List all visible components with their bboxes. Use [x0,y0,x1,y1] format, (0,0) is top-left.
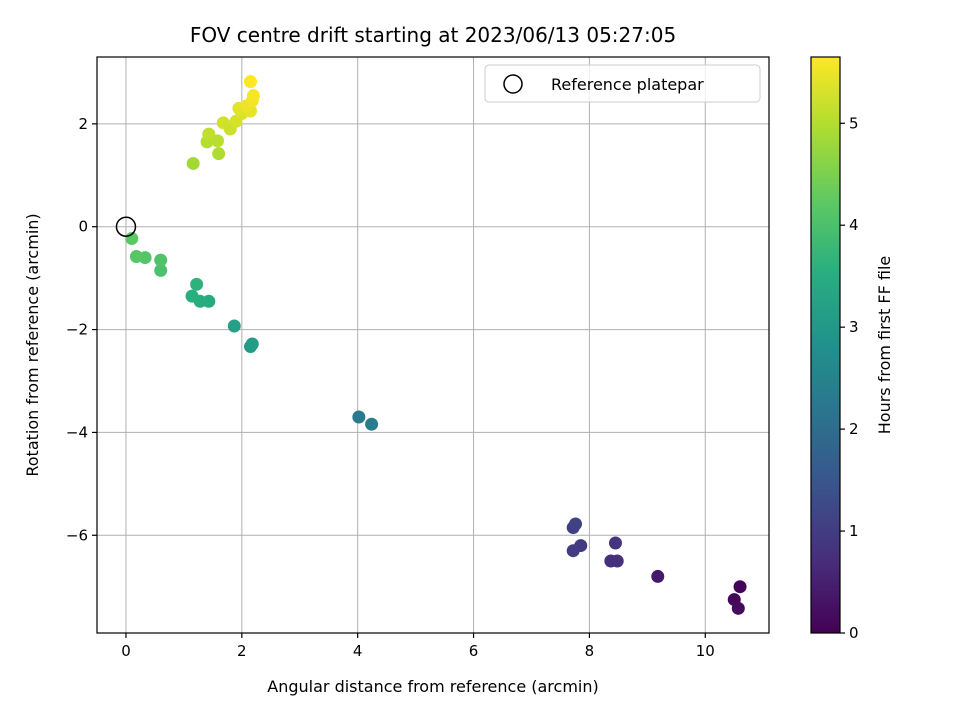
scatter-points [125,75,747,615]
legend-reference-marker [503,74,523,94]
y-tick-label: −6 [66,526,88,544]
scatter-point [244,75,258,89]
colorbar-tick-label: 4 [849,216,859,234]
x-tick-label: 10 [696,642,715,660]
scatter-point [186,156,200,170]
scatter-point [185,289,199,303]
scatter-point [202,127,216,141]
colorbar-tick-label: 1 [849,522,859,540]
reference-marker-layer [115,216,137,237]
colorbar-tick-label: 3 [849,318,859,336]
scatter-point [129,250,143,264]
scatter-point [731,601,745,615]
colorbar-frame [810,56,841,634]
scatter-point [608,536,622,550]
scatter-point [154,263,168,277]
scatter-point [227,319,241,333]
legend-box [484,64,761,103]
colorbar-gradient [811,57,840,633]
plot-area-frame [96,56,770,634]
x-tick-label: 0 [121,642,131,660]
y-tick-label: 2 [78,115,88,133]
x-axis-ticks: 0 2 4 6 8 10 [121,633,715,660]
y-tick-label: 0 [78,218,88,236]
scatter-point [610,554,624,568]
x-axis-label: Angular distance from reference (arcmin) [267,677,598,696]
x-tick-label: 2 [237,642,247,660]
reference-platepar-marker [115,216,137,237]
chart-title: FOV centre drift starting at 2023/06/13 … [190,23,676,47]
scatter-point [651,569,665,583]
colorbar-tick-label: 2 [849,420,859,438]
y-tick-label: −4 [66,423,88,441]
scatter-point [246,89,260,103]
colorbar-tick-label: 0 [849,624,859,642]
legend: Reference platepar [484,64,761,103]
grid-lines [97,57,769,633]
legend-entry-label: Reference platepar [551,75,704,94]
scatter-point [365,417,379,431]
scatter-point [245,337,259,351]
y-axis-ticks: −6 −4 −2 0 2 [66,115,97,544]
x-tick-label: 6 [469,642,479,660]
scatter-point [212,147,226,161]
scatter-point [569,517,583,531]
colorbar-label: Hours from first FF file [875,256,894,435]
x-tick-label: 8 [585,642,595,660]
x-tick-label: 4 [353,642,363,660]
colorbar: 0 1 2 3 4 5 Hours from first FF file [810,56,894,642]
scatter-point [352,410,366,424]
scatter-point [190,277,204,291]
scatter-point [733,580,747,594]
colorbar-tick-label: 5 [849,114,859,132]
scatter-point [216,116,230,130]
colorbar-ticks: 0 1 2 3 4 5 [840,114,859,642]
y-axis-label: Rotation from reference (arcmin) [23,213,42,476]
scatter-point [566,544,580,558]
y-tick-label: −2 [66,321,88,339]
scatter-point [154,253,168,267]
